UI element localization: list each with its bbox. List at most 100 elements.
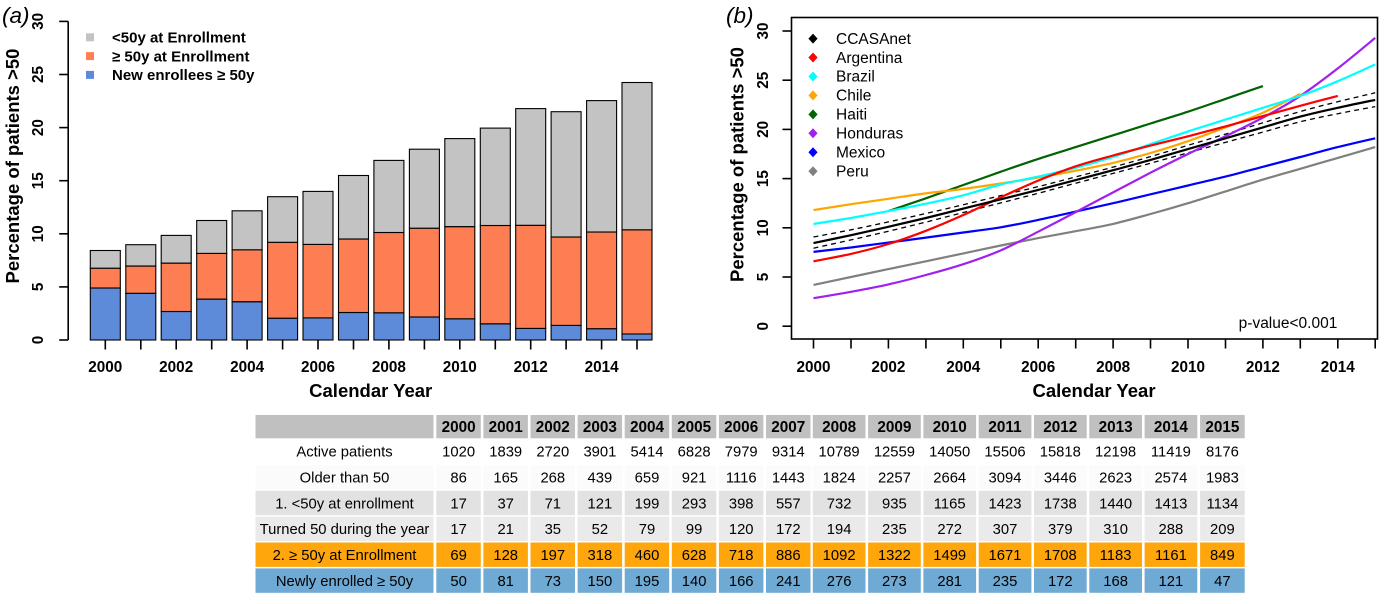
svg-text:1499: 1499 [933, 548, 966, 564]
svg-text:1708: 1708 [1044, 548, 1077, 564]
svg-text:209: 209 [1210, 522, 1235, 538]
svg-text:86: 86 [450, 471, 466, 487]
svg-text:15506: 15506 [984, 445, 1025, 461]
svg-text:2. ≥ 50y at Enrollment: 2. ≥ 50y at Enrollment [273, 548, 417, 564]
svg-text:3094: 3094 [989, 471, 1022, 487]
svg-text:2008: 2008 [822, 419, 857, 436]
svg-text:Mexico: Mexico [836, 145, 885, 162]
svg-text:9314: 9314 [772, 445, 805, 461]
svg-text:Percentage of patients >50: Percentage of patients >50 [2, 49, 23, 284]
svg-text:<50y at Enrollment: <50y at Enrollment [112, 30, 246, 47]
svg-text:293: 293 [682, 496, 707, 512]
svg-text:5: 5 [755, 272, 772, 281]
svg-text:CCASAnet: CCASAnet [836, 31, 912, 48]
svg-text:p-value<0.001: p-value<0.001 [1239, 315, 1338, 332]
svg-text:30: 30 [30, 13, 47, 30]
svg-text:Newly enrolled ≥ 50y: Newly enrolled ≥ 50y [276, 574, 414, 590]
svg-text:1134: 1134 [1206, 496, 1238, 512]
svg-text:2000: 2000 [442, 419, 476, 436]
svg-text:235: 235 [882, 522, 907, 538]
svg-text:0: 0 [30, 336, 47, 345]
svg-text:1824: 1824 [823, 471, 856, 487]
svg-text:12198: 12198 [1095, 445, 1136, 461]
svg-text:Percentage of patients >50: Percentage of patients >50 [727, 47, 748, 282]
svg-text:2006: 2006 [724, 419, 758, 436]
svg-text:460: 460 [635, 548, 660, 564]
svg-text:2008: 2008 [372, 359, 407, 376]
svg-text:17: 17 [450, 522, 466, 538]
svg-text:659: 659 [635, 471, 660, 487]
svg-text:99: 99 [686, 522, 702, 538]
svg-text:168: 168 [1103, 574, 1128, 590]
svg-text:172: 172 [1048, 574, 1073, 590]
svg-text:10789: 10789 [819, 445, 860, 461]
svg-text:≥ 50y at Enrollment: ≥ 50y at Enrollment [112, 48, 249, 65]
svg-text:2006: 2006 [1021, 359, 1055, 376]
svg-text:128: 128 [493, 548, 518, 564]
svg-text:Brazil: Brazil [836, 69, 875, 86]
svg-text:1440: 1440 [1099, 496, 1132, 512]
svg-text:20: 20 [30, 119, 47, 136]
svg-text:2010: 2010 [443, 359, 477, 376]
svg-text:69: 69 [450, 548, 466, 564]
svg-text:235: 235 [993, 574, 1018, 590]
svg-text:3446: 3446 [1044, 471, 1077, 487]
svg-text:439: 439 [588, 471, 613, 487]
svg-text:15818: 15818 [1040, 445, 1081, 461]
svg-text:140: 140 [682, 574, 707, 590]
svg-text:25: 25 [755, 71, 772, 89]
svg-text:10: 10 [755, 219, 772, 236]
svg-text:Argentina: Argentina [836, 50, 903, 67]
svg-text:2002: 2002 [871, 359, 905, 376]
svg-text:14050: 14050 [929, 445, 970, 461]
svg-text:Calendar Year: Calendar Year [309, 380, 432, 401]
svg-text:2000: 2000 [796, 359, 830, 376]
svg-text:732: 732 [827, 496, 852, 512]
svg-text:71: 71 [545, 496, 561, 512]
svg-text:81: 81 [497, 574, 513, 590]
svg-text:2004: 2004 [230, 359, 265, 376]
svg-text:20: 20 [755, 121, 772, 138]
svg-text:5414: 5414 [631, 445, 664, 461]
svg-text:(a): (a) [2, 3, 30, 28]
svg-text:288: 288 [1159, 522, 1184, 538]
svg-text:7979: 7979 [725, 445, 758, 461]
svg-text:273: 273 [882, 574, 907, 590]
svg-text:3901: 3901 [583, 445, 616, 461]
svg-text:2010: 2010 [933, 419, 967, 436]
svg-text:Peru: Peru [836, 163, 869, 180]
svg-text:849: 849 [1210, 548, 1235, 564]
svg-text:2002: 2002 [536, 419, 570, 436]
svg-text:6828: 6828 [678, 445, 711, 461]
svg-text:2009: 2009 [877, 419, 911, 436]
svg-text:921: 921 [682, 471, 707, 487]
svg-text:30: 30 [755, 22, 772, 39]
svg-text:Calendar Year: Calendar Year [1032, 380, 1155, 401]
svg-text:1738: 1738 [1044, 496, 1077, 512]
svg-text:2015: 2015 [1205, 419, 1240, 436]
svg-text:1413: 1413 [1154, 496, 1187, 512]
svg-text:47: 47 [1214, 574, 1230, 590]
svg-text:310: 310 [1103, 522, 1128, 538]
svg-text:318: 318 [588, 548, 613, 564]
svg-text:2013: 2013 [1099, 419, 1133, 436]
svg-text:1839: 1839 [489, 445, 522, 461]
svg-text:(b): (b) [726, 3, 754, 28]
svg-text:1161: 1161 [1155, 548, 1187, 564]
svg-text:1165: 1165 [934, 496, 966, 512]
svg-text:165: 165 [493, 471, 518, 487]
svg-text:1116: 1116 [726, 471, 757, 487]
svg-text:Turned 50 during the year: Turned 50 during the year [260, 522, 430, 538]
svg-text:718: 718 [729, 548, 754, 564]
svg-text:2011: 2011 [988, 419, 1022, 436]
svg-text:121: 121 [588, 496, 613, 512]
svg-text:2623: 2623 [1099, 471, 1132, 487]
svg-text:398: 398 [729, 496, 754, 512]
svg-text:2002: 2002 [159, 359, 193, 376]
svg-text:1020: 1020 [442, 445, 475, 461]
svg-text:557: 557 [776, 496, 801, 512]
svg-text:0: 0 [755, 322, 772, 331]
svg-text:935: 935 [882, 496, 907, 512]
svg-text:2010: 2010 [1171, 359, 1205, 376]
svg-text:2003: 2003 [583, 419, 617, 436]
